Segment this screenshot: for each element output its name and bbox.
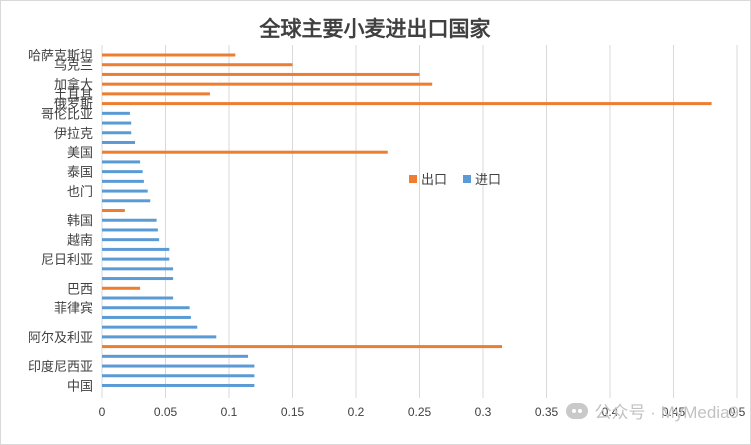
import-bar [102,306,190,310]
y-tick-label: 伊拉克 [54,127,93,142]
import-bar [102,228,158,232]
watermark: 公众号 · MyMedia9 [566,398,739,423]
x-tick-label: 0.3 [475,405,492,419]
import-bar [102,199,151,203]
y-tick-label: 俄罗斯 [54,98,93,113]
export-bar [102,72,420,76]
import-bar [102,267,174,271]
y-tick-label: 尼日利亚 [41,253,93,268]
y-tick-label: 哥伦比亚 [41,107,93,122]
legend-label: 出口 [421,173,447,188]
x-tick-label: 0.45 [662,405,686,419]
x-tick-label: 0.5 [729,405,746,419]
export-bar [102,345,503,349]
import-bar [102,160,141,164]
x-tick-label: 0.2 [348,405,365,419]
x-tick-label: 0.15 [281,405,305,419]
import-bar [102,257,170,261]
import-bar [102,131,132,135]
y-tick-label: 哈萨克斯坦 [28,49,93,64]
legend-swatch [409,175,417,183]
export-bar [102,102,712,106]
y-tick-label: 土耳其 [54,88,93,103]
legend-label: 进口 [475,173,501,188]
y-tick-label: 中国 [67,379,93,394]
y-tick-label: 泰国 [67,166,93,181]
y-tick-label: 加拿大 [54,77,93,93]
watermark-text: 公众号 · MyMedia9 [594,403,739,422]
export-bar [102,209,125,213]
y-tick-label: 阿尔及利亚 [28,331,93,346]
x-tick-label: 0.35 [535,405,559,419]
import-bar [102,325,198,329]
import-bar [102,179,144,183]
import-bar [102,140,136,144]
import-bar [102,374,255,378]
y-tick-label: 菲律宾 [54,301,93,317]
export-bar [102,150,388,154]
import-bar [102,238,160,242]
y-tick-label: 巴西 [67,282,93,297]
x-tick-label: 0.05 [154,405,178,419]
export-bar [102,286,141,290]
legend-swatch [463,175,471,183]
y-tick-label: 乌克兰 [54,58,93,74]
export-bar [102,92,210,96]
import-bar [102,296,174,300]
import-bar [102,111,130,115]
y-tick-label: 印度尼西亚 [28,359,93,375]
export-bar [102,53,236,57]
import-bar [102,218,157,222]
export-bar [102,82,433,86]
import-bar [102,335,217,339]
import-bar [102,383,255,387]
import-bar [102,315,191,319]
x-tick-label: 0.1 [221,405,238,419]
import-bar [102,354,249,358]
import-bar [102,189,148,193]
import-bar [102,170,143,174]
y-tick-label: 韩国 [67,214,93,229]
y-tick-label: 也门 [67,185,93,200]
import-bar [102,364,255,368]
chart-title: 全球主要小麦进出口国家 [259,16,492,41]
import-bar [102,247,170,251]
y-tick-label: 越南 [67,233,93,249]
import-bar [102,121,132,125]
import-bar [102,277,174,281]
x-tick-label: 0.4 [602,405,619,419]
x-tick-label: 0.25 [408,405,432,419]
wechat-icon [566,402,589,419]
x-tick-label: 0 [99,405,106,419]
y-tick-label: 美国 [67,146,93,161]
export-bar [102,63,293,67]
